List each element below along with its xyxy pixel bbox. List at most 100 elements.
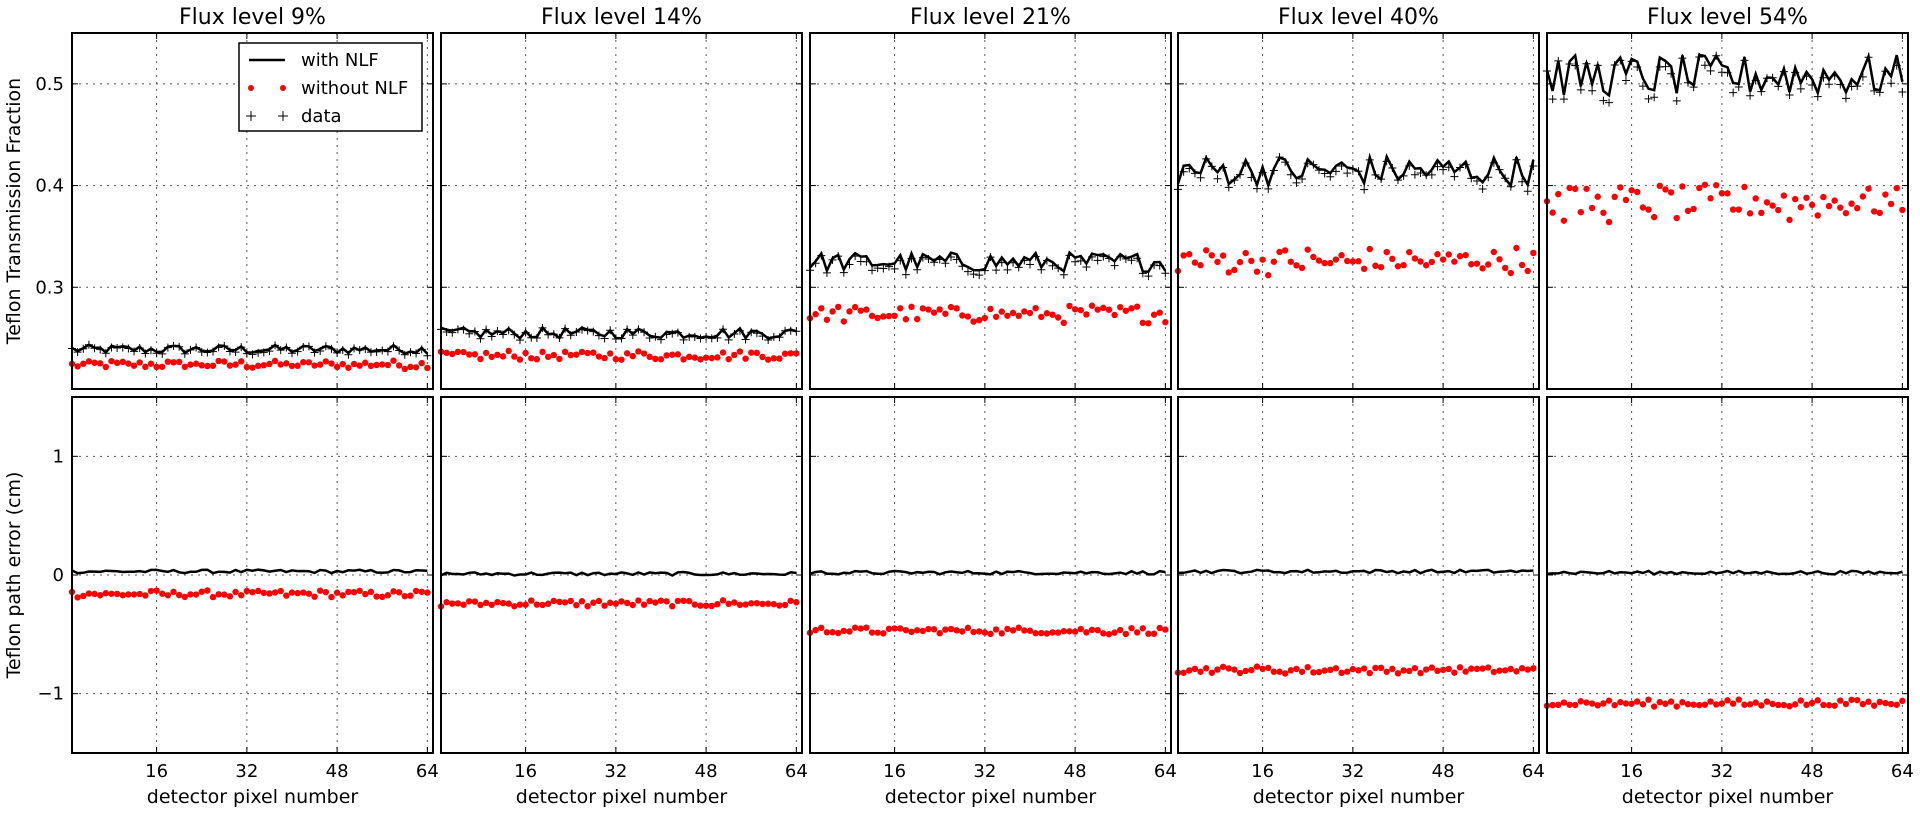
- without-nlf-point: [271, 357, 279, 365]
- without-nlf-point: [731, 599, 738, 606]
- without-nlf-point: [522, 349, 529, 357]
- without-nlf-point: [567, 351, 574, 359]
- without-nlf-point: [753, 599, 761, 607]
- data-point: [1796, 84, 1805, 93]
- without-nlf-point: [1338, 252, 1345, 259]
- without-nlf-point: [584, 603, 591, 610]
- without-nlf-point: [1004, 625, 1011, 633]
- without-nlf-point: [674, 597, 682, 605]
- without-nlf-point: [787, 350, 794, 357]
- without-nlf-point: [1071, 628, 1079, 635]
- without-nlf-point: [1186, 667, 1193, 674]
- data-point: [963, 267, 972, 276]
- without-nlf-point: [300, 359, 307, 366]
- without-nlf-point: [919, 627, 927, 635]
- without-nlf-point: [1701, 701, 1709, 708]
- without-nlf-point: [1281, 247, 1289, 254]
- panel: 16 32 48 64 detector pixel number: [1543, 396, 1914, 808]
- without-nlf-point: [1197, 668, 1204, 675]
- without-nlf-point: [947, 303, 955, 311]
- without-nlf-point: [1865, 698, 1872, 705]
- without-nlf-point: [1707, 195, 1714, 202]
- without-nlf-point: [1281, 670, 1289, 677]
- data-point: [1360, 185, 1369, 194]
- without-nlf-point: [714, 354, 721, 361]
- without-nlf-point: [1231, 266, 1238, 274]
- without-nlf-point: [998, 630, 1005, 637]
- without-nlf-point: [322, 358, 330, 365]
- without-nlf-point: [1639, 204, 1647, 211]
- without-nlf-point: [1803, 194, 1810, 201]
- without-nlf-point: [561, 348, 569, 356]
- without-nlf-point: [1803, 701, 1810, 709]
- panel-frame: [71, 32, 434, 390]
- without-nlf-point: [505, 600, 512, 607]
- without-nlf-point: [232, 361, 239, 368]
- without-nlf-point: [1248, 257, 1255, 265]
- without-nlf-point: [1180, 669, 1187, 676]
- without-nlf-point: [561, 599, 569, 606]
- without-nlf-point: [1769, 700, 1776, 708]
- without-nlf-point: [316, 361, 324, 368]
- without-nlf-point: [294, 589, 301, 597]
- without-nlf-point: [1100, 304, 1107, 312]
- without-nlf-point: [1428, 664, 1436, 671]
- data-point: [1292, 178, 1301, 187]
- without-nlf-point: [1265, 664, 1272, 672]
- data-point: [668, 329, 677, 338]
- without-nlf-point: [646, 353, 653, 361]
- without-nlf-point: [708, 354, 715, 362]
- without-nlf-point: [736, 348, 744, 355]
- without-nlf-point: [539, 601, 546, 609]
- without-nlf-point: [384, 361, 392, 369]
- without-nlf-point: [1094, 306, 1101, 313]
- without-nlf-point: [1572, 701, 1579, 709]
- without-nlf-point: [908, 303, 915, 311]
- legend-plus-marker: [278, 111, 288, 121]
- without-nlf-point: [1611, 193, 1618, 201]
- y-tick-label: 1: [53, 446, 64, 467]
- without-nlf-point: [1797, 697, 1805, 704]
- y-tick-label: −1: [37, 684, 64, 705]
- without-nlf-point: [511, 603, 518, 610]
- without-nlf-point: [226, 593, 234, 600]
- without-nlf-point: [401, 365, 408, 373]
- x-tick-label: 32: [973, 761, 996, 782]
- without-nlf-point: [1622, 700, 1630, 707]
- without-nlf-point: [885, 312, 893, 320]
- without-nlf-point: [885, 625, 893, 633]
- without-nlf-point: [395, 589, 403, 596]
- data-point: [1093, 256, 1102, 265]
- without-nlf-point: [102, 590, 110, 597]
- without-nlf-point: [1645, 206, 1652, 213]
- without-nlf-point: [1690, 205, 1697, 213]
- without-nlf-point: [1854, 204, 1861, 212]
- without-nlf-point: [742, 601, 749, 608]
- without-nlf-point: [1899, 206, 1906, 214]
- without-nlf-point: [159, 363, 166, 370]
- data-point: [1841, 94, 1850, 103]
- without-nlf-point: [708, 602, 715, 610]
- without-nlf-point: [1231, 666, 1238, 673]
- without-nlf-point: [1848, 696, 1855, 703]
- without-nlf-point: [1122, 307, 1130, 314]
- panel: −1 0 1 16 32 48 64 detector pixel number: [37, 396, 439, 808]
- data-point: [1196, 173, 1205, 182]
- without-nlf-point: [1583, 185, 1590, 192]
- without-nlf-point: [1605, 697, 1613, 704]
- data-point: [1331, 167, 1340, 176]
- without-nlf-point: [1400, 261, 1407, 269]
- without-nlf-point: [221, 358, 228, 365]
- x-axis-label: detector pixel number: [885, 786, 1097, 808]
- without-nlf-point: [1617, 184, 1624, 191]
- data-point: [969, 270, 978, 279]
- without-nlf-point: [601, 354, 608, 362]
- without-nlf-point: [1372, 262, 1379, 269]
- without-nlf-point: [748, 349, 755, 356]
- without-nlf-point: [1555, 190, 1562, 198]
- without-nlf-point: [1524, 267, 1531, 275]
- without-nlf-point: [1679, 699, 1686, 706]
- without-nlf-point: [1746, 210, 1754, 217]
- y-tick-label: 0.5: [35, 74, 64, 95]
- without-nlf-point: [1191, 259, 1199, 266]
